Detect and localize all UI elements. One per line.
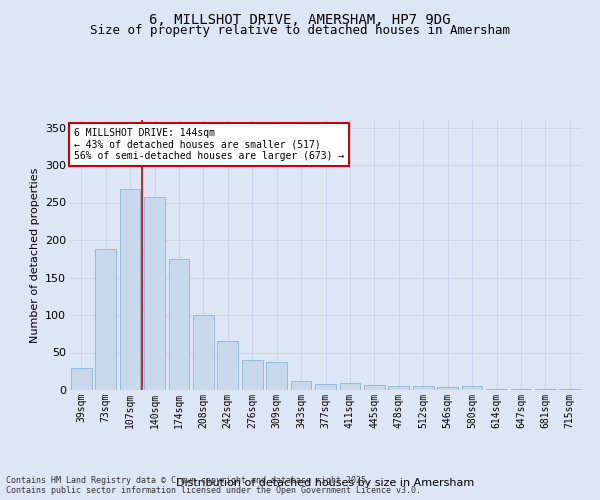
Bar: [217, 341, 238, 390]
Bar: [144, 197, 165, 390]
Bar: [559, 389, 580, 390]
Bar: [95, 249, 116, 390]
Text: 6 MILLSHOT DRIVE: 144sqm
← 43% of detached houses are smaller (517)
56% of semi-: 6 MILLSHOT DRIVE: 144sqm ← 43% of detach…: [74, 128, 344, 162]
X-axis label: Distribution of detached houses by size in Amersham: Distribution of detached houses by size …: [176, 478, 475, 488]
Bar: [413, 386, 434, 390]
Bar: [511, 388, 532, 390]
Text: Contains HM Land Registry data © Crown copyright and database right 2025.
Contai: Contains HM Land Registry data © Crown c…: [6, 476, 421, 495]
Bar: [242, 360, 263, 390]
Text: 6, MILLSHOT DRIVE, AMERSHAM, HP7 9DG: 6, MILLSHOT DRIVE, AMERSHAM, HP7 9DG: [149, 12, 451, 26]
Bar: [388, 386, 409, 390]
Bar: [315, 384, 336, 390]
Bar: [486, 389, 507, 390]
Bar: [437, 387, 458, 390]
Bar: [193, 315, 214, 390]
Bar: [461, 386, 482, 390]
Bar: [169, 259, 190, 390]
Bar: [266, 362, 287, 390]
Y-axis label: Number of detached properties: Number of detached properties: [29, 168, 40, 342]
Text: Size of property relative to detached houses in Amersham: Size of property relative to detached ho…: [90, 24, 510, 37]
Bar: [364, 385, 385, 390]
Bar: [119, 189, 140, 390]
Bar: [340, 383, 361, 390]
Bar: [290, 381, 311, 390]
Bar: [71, 368, 92, 390]
Bar: [535, 389, 556, 390]
